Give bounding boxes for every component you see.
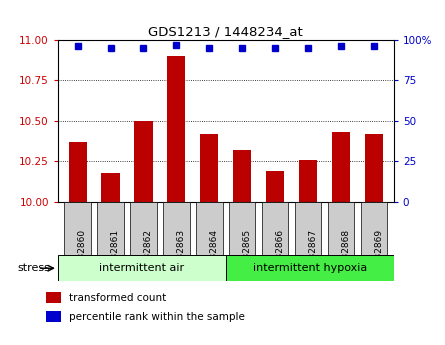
FancyBboxPatch shape xyxy=(196,202,222,255)
Text: intermittent hypoxia: intermittent hypoxia xyxy=(253,263,367,273)
Text: GSM32860: GSM32860 xyxy=(77,228,87,278)
FancyBboxPatch shape xyxy=(226,255,394,281)
Text: GSM32863: GSM32863 xyxy=(176,228,186,278)
FancyBboxPatch shape xyxy=(229,202,255,255)
Title: GDS1213 / 1448234_at: GDS1213 / 1448234_at xyxy=(149,26,303,39)
Text: stress: stress xyxy=(18,263,51,273)
Text: GSM32861: GSM32861 xyxy=(110,228,120,278)
Bar xyxy=(69,142,87,202)
Bar xyxy=(134,121,153,202)
FancyBboxPatch shape xyxy=(65,202,91,255)
Text: GSM32862: GSM32862 xyxy=(143,228,153,278)
Text: GSM32868: GSM32868 xyxy=(341,228,350,278)
Text: GSM32869: GSM32869 xyxy=(374,228,383,278)
Bar xyxy=(46,292,61,303)
FancyBboxPatch shape xyxy=(262,202,288,255)
Bar xyxy=(365,134,383,202)
Bar xyxy=(200,134,218,202)
FancyBboxPatch shape xyxy=(58,255,226,281)
FancyBboxPatch shape xyxy=(130,202,157,255)
Bar xyxy=(167,56,186,202)
Bar xyxy=(46,311,61,322)
Text: percentile rank within the sample: percentile rank within the sample xyxy=(69,312,245,322)
FancyBboxPatch shape xyxy=(97,202,124,255)
Bar xyxy=(266,171,284,202)
Text: transformed count: transformed count xyxy=(69,293,166,303)
Text: GSM32866: GSM32866 xyxy=(275,228,284,278)
Text: GSM32865: GSM32865 xyxy=(243,228,251,278)
FancyBboxPatch shape xyxy=(328,202,354,255)
FancyBboxPatch shape xyxy=(163,202,190,255)
Text: intermittent air: intermittent air xyxy=(99,263,184,273)
Text: GSM32867: GSM32867 xyxy=(308,228,317,278)
Bar xyxy=(233,150,251,202)
FancyBboxPatch shape xyxy=(295,202,321,255)
Text: GSM32864: GSM32864 xyxy=(209,228,218,278)
Bar xyxy=(101,172,120,202)
Bar xyxy=(332,132,350,202)
FancyBboxPatch shape xyxy=(361,202,387,255)
Bar xyxy=(299,160,317,202)
